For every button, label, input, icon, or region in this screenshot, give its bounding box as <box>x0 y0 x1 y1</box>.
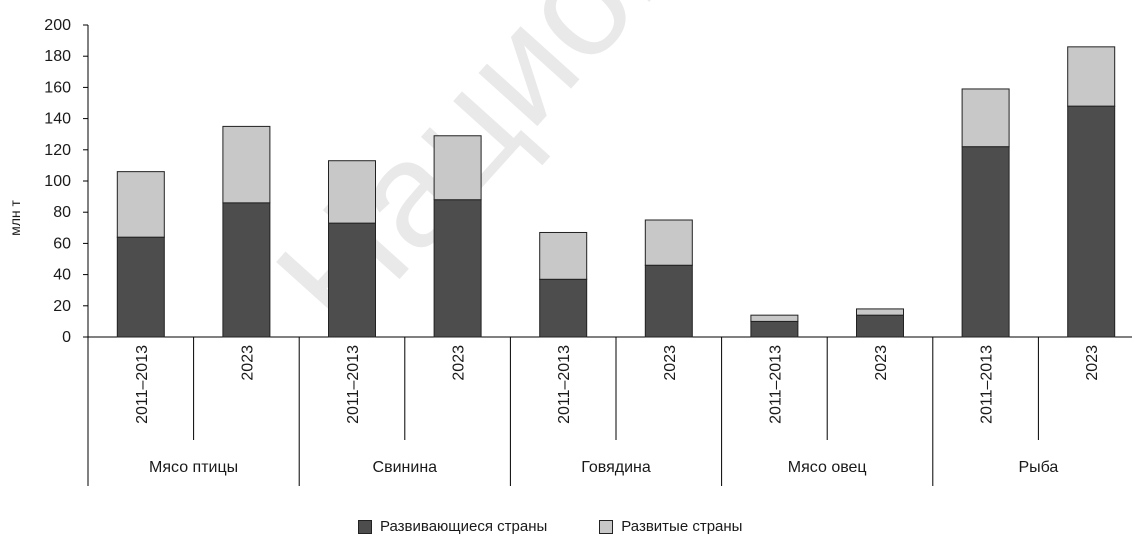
y-tick-label: 140 <box>44 111 71 128</box>
legend-item-developing: Развивающиеся страны <box>358 518 547 535</box>
bar-developed <box>116 171 165 238</box>
y-tick-label: 40 <box>53 267 71 284</box>
x-period-label: 2011–2013 <box>134 345 151 424</box>
y-tick-label: 160 <box>44 79 71 96</box>
x-group-label: Мясо овец <box>788 459 867 476</box>
x-period-label: 2011–2013 <box>556 345 573 424</box>
bar-developed <box>433 135 482 201</box>
x-period-label: 2023 <box>662 345 679 381</box>
y-tick-label: 0 <box>62 329 71 346</box>
y-tick-label: 120 <box>44 142 71 159</box>
legend-item-developed: Развитые страны <box>599 518 742 535</box>
legend-label-developed: Развитые страны <box>621 518 743 535</box>
y-axis-title: млн т <box>7 199 23 235</box>
bar-developing <box>856 314 904 338</box>
x-period-label: 2023 <box>1084 345 1101 381</box>
y-tick-label: 200 <box>44 17 71 34</box>
bar-developing <box>433 199 482 338</box>
legend-swatch-developing <box>358 519 372 534</box>
x-period-label: 2023 <box>239 345 256 381</box>
x-group-label: Рыба <box>1018 459 1058 476</box>
bar-developed <box>222 125 271 204</box>
x-group-label: Мясо птицы <box>149 459 238 476</box>
legend-swatch-developed <box>599 519 614 534</box>
bar-developing <box>1067 105 1116 338</box>
bar-developed <box>856 308 904 316</box>
bar-developed <box>750 314 799 322</box>
y-tick-label: 180 <box>44 48 71 65</box>
x-period-label: 2011–2013 <box>979 345 996 424</box>
legend-label-developing: Развивающиеся страны <box>380 518 548 535</box>
bar-developing <box>116 236 165 338</box>
x-group-label: Свинина <box>373 459 438 476</box>
x-period-label: 2023 <box>451 345 468 381</box>
bar-developed <box>539 231 588 280</box>
x-group-label: Говядина <box>581 459 651 476</box>
bar-developing <box>750 320 799 338</box>
bar-developed <box>328 160 376 224</box>
bar-developing <box>539 278 588 338</box>
y-tick-label: 100 <box>44 173 71 190</box>
bar-developed <box>644 219 693 266</box>
y-tick-label: 20 <box>53 298 71 315</box>
x-period-label: 2011–2013 <box>345 345 362 424</box>
bar-developing <box>644 264 693 338</box>
y-tick-label: 80 <box>53 204 71 221</box>
x-period-label: 2023 <box>873 345 890 381</box>
x-period-label: 2011–2013 <box>767 345 784 424</box>
y-tick-label: 60 <box>53 235 71 252</box>
bar-developed <box>1067 46 1116 107</box>
bar-developing <box>328 222 376 338</box>
bar-developed <box>961 88 1010 148</box>
legend: Развивающиеся страны Развитые страны <box>358 518 742 535</box>
bar-developing <box>222 202 271 338</box>
bar-developing <box>961 146 1010 338</box>
